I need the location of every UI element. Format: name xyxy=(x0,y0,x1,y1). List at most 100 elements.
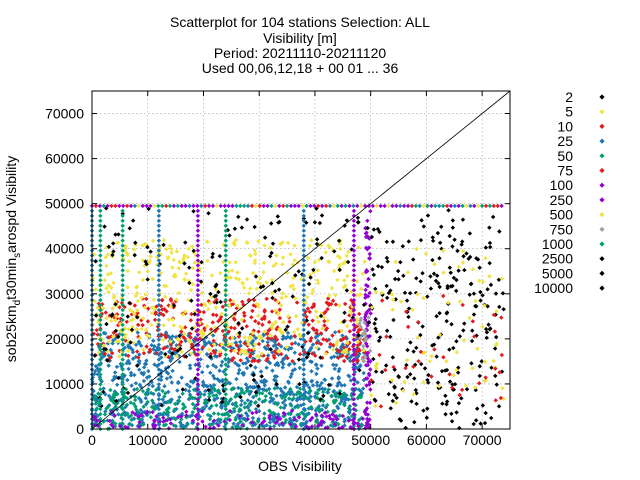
data-point xyxy=(301,421,306,427)
data-point xyxy=(98,362,103,367)
data-point xyxy=(470,328,475,333)
data-point xyxy=(128,394,134,399)
data-point xyxy=(228,348,234,353)
data-point xyxy=(347,410,352,416)
data-point xyxy=(143,361,149,367)
data-point xyxy=(273,319,278,325)
data-point xyxy=(129,422,135,428)
data-point xyxy=(344,253,349,259)
data-point xyxy=(477,265,482,270)
data-point xyxy=(150,409,155,415)
data-point xyxy=(182,253,187,258)
data-point xyxy=(275,299,280,304)
data-point xyxy=(156,342,162,347)
data-point xyxy=(405,203,411,209)
data-point xyxy=(337,401,343,406)
data-point xyxy=(320,326,325,331)
data-point xyxy=(288,422,293,427)
data-point xyxy=(210,254,215,260)
data-point xyxy=(315,423,321,429)
data-point xyxy=(340,333,345,338)
data-point xyxy=(98,367,103,372)
data-point xyxy=(153,405,158,411)
data-point xyxy=(253,203,259,209)
data-point xyxy=(142,305,147,310)
data-point xyxy=(156,203,161,209)
data-point xyxy=(279,295,285,301)
data-point xyxy=(134,327,139,332)
data-point xyxy=(201,309,207,315)
legend-label: 100 xyxy=(550,177,574,193)
data-point xyxy=(140,316,146,321)
data-point xyxy=(261,284,266,289)
data-point xyxy=(265,203,270,209)
data-point xyxy=(491,203,497,209)
data-point xyxy=(318,313,324,319)
data-point xyxy=(170,317,176,322)
data-point xyxy=(462,267,467,273)
data-point xyxy=(273,261,279,266)
data-point xyxy=(170,334,175,339)
data-point xyxy=(244,217,250,222)
data-point xyxy=(162,294,168,300)
data-point xyxy=(291,286,297,292)
data-point xyxy=(271,410,276,416)
data-point xyxy=(226,203,231,209)
data-point xyxy=(295,405,301,410)
data-point xyxy=(111,391,117,397)
data-point xyxy=(199,334,205,339)
data-point xyxy=(98,411,103,417)
data-point xyxy=(460,302,465,308)
data-point xyxy=(483,375,488,380)
data-point xyxy=(493,342,499,348)
data-point xyxy=(251,372,256,378)
data-point xyxy=(390,307,395,312)
data-point xyxy=(113,404,118,409)
data-point xyxy=(331,203,337,209)
data-point xyxy=(441,355,446,360)
data-point xyxy=(314,340,320,346)
data-point xyxy=(206,387,211,393)
data-point xyxy=(238,419,243,424)
data-point xyxy=(323,351,329,357)
data-point xyxy=(285,355,290,361)
data-point xyxy=(329,376,335,381)
legend-label: 250 xyxy=(550,192,574,208)
data-point xyxy=(351,392,357,397)
data-point xyxy=(184,382,190,387)
data-point xyxy=(140,277,146,283)
data-point xyxy=(214,393,219,398)
data-point xyxy=(290,294,295,299)
data-point xyxy=(126,366,131,372)
data-point xyxy=(493,398,498,403)
data-point xyxy=(120,233,125,238)
data-point xyxy=(165,256,170,261)
data-point xyxy=(133,381,139,386)
data-point xyxy=(195,302,201,308)
data-point xyxy=(156,352,162,357)
data-point xyxy=(217,349,223,354)
data-point xyxy=(364,267,369,273)
data-point xyxy=(147,374,152,379)
data-point xyxy=(206,203,212,209)
data-point xyxy=(220,377,225,383)
data-point xyxy=(447,347,452,352)
data-point xyxy=(213,305,219,310)
data-point xyxy=(394,203,399,209)
data-point xyxy=(384,239,390,245)
data-point xyxy=(210,373,216,379)
data-point xyxy=(265,336,270,341)
data-point xyxy=(374,203,379,209)
data-point xyxy=(361,348,367,353)
data-point xyxy=(454,349,459,355)
data-point xyxy=(293,340,298,346)
legend-label: 25 xyxy=(557,133,573,149)
data-point xyxy=(111,398,116,403)
data-point xyxy=(149,322,154,328)
data-point xyxy=(173,401,178,407)
data-point xyxy=(173,417,178,422)
data-point xyxy=(195,372,201,377)
data-point xyxy=(159,355,164,360)
data-point xyxy=(139,326,144,332)
data-point xyxy=(227,408,233,414)
